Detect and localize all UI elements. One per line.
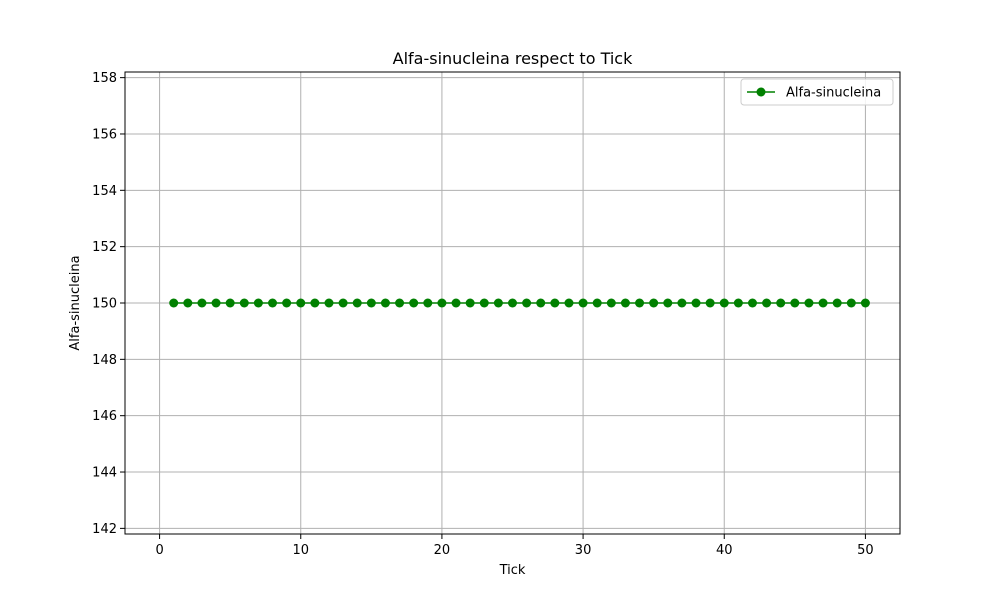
x-tick-label: 40 — [716, 543, 733, 558]
data-point — [832, 298, 842, 308]
data-point — [324, 298, 334, 308]
data-point — [225, 298, 235, 308]
data-point — [578, 298, 588, 308]
data-point — [380, 298, 390, 308]
y-tick-label: 158 — [92, 71, 117, 86]
x-tick-label: 0 — [155, 543, 163, 558]
data-point — [409, 298, 419, 308]
data-point — [253, 298, 263, 308]
x-tick-label: 30 — [575, 543, 592, 558]
data-point — [197, 298, 207, 308]
x-tick-label: 50 — [857, 543, 874, 558]
legend-box — [740, 78, 894, 106]
y-tick-label: 142 — [92, 522, 117, 537]
data-point — [846, 298, 856, 308]
y-tick-label: 152 — [92, 240, 117, 255]
data-point — [536, 298, 546, 308]
legend-marker-swatch — [756, 87, 766, 97]
data-point — [169, 298, 179, 308]
data-point — [338, 298, 348, 308]
data-point — [790, 298, 800, 308]
data-point — [352, 298, 362, 308]
data-point — [183, 298, 193, 308]
chart-title: Alfa-sinucleina respect to Tick — [393, 49, 633, 68]
data-point — [395, 298, 405, 308]
legend-entry-label: Alfa-sinucleina — [786, 86, 881, 101]
data-point — [437, 298, 447, 308]
data-point — [649, 298, 659, 308]
data-point — [719, 298, 729, 308]
data-point — [818, 298, 828, 308]
data-point — [296, 298, 306, 308]
data-point — [211, 298, 221, 308]
y-tick-label: 156 — [92, 127, 117, 142]
legend: Alfa-sinucleina — [740, 78, 894, 106]
data-point — [620, 298, 630, 308]
data-point — [508, 298, 517, 308]
data-point — [691, 298, 701, 308]
data-point — [310, 298, 320, 308]
data-point — [366, 298, 376, 308]
y-axis-ticks: 142 144 146 148 150 152 154 156 158 — [92, 71, 125, 537]
data-point — [522, 298, 532, 308]
y-axis-label: Alfa-sinucleina — [68, 255, 83, 350]
series-layer — [169, 298, 870, 308]
data-point — [804, 298, 814, 308]
data-point — [282, 298, 292, 308]
data-point — [479, 298, 489, 308]
data-point — [451, 298, 461, 308]
data-point — [860, 298, 870, 308]
data-point — [663, 298, 673, 308]
x-tick-label: 10 — [292, 543, 309, 558]
data-point — [550, 298, 560, 308]
data-point — [564, 298, 574, 308]
data-point — [592, 298, 602, 308]
data-point — [423, 298, 433, 308]
data-point — [776, 298, 786, 308]
data-point — [493, 298, 503, 308]
data-point — [239, 298, 249, 308]
x-axis-ticks: 0 10 20 30 40 50 — [155, 534, 874, 558]
data-point — [465, 298, 475, 308]
data-point — [705, 298, 715, 308]
y-tick-label: 148 — [92, 353, 117, 368]
y-tick-label: 144 — [92, 466, 117, 481]
data-point — [762, 298, 772, 308]
data-point — [268, 298, 278, 308]
y-tick-label: 154 — [92, 184, 117, 199]
x-axis-label: Tick — [499, 563, 526, 578]
data-point — [747, 298, 757, 308]
data-point — [635, 298, 645, 308]
y-tick-label: 146 — [92, 409, 117, 424]
data-point — [606, 298, 616, 308]
data-point — [677, 298, 687, 308]
y-tick-label: 150 — [92, 297, 117, 312]
x-tick-label: 20 — [434, 543, 451, 558]
data-point — [733, 298, 743, 308]
